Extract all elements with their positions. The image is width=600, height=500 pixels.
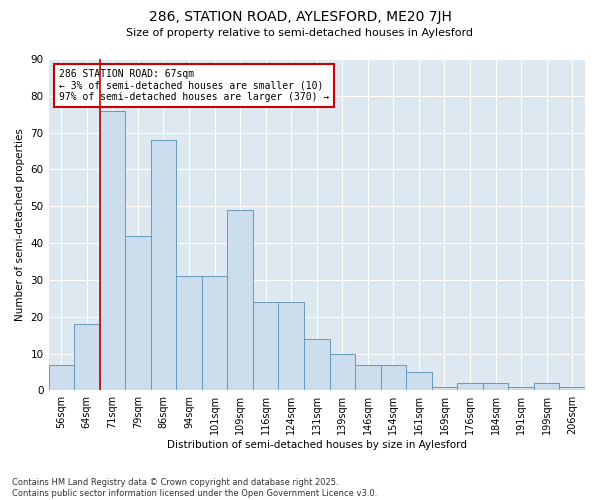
Bar	[49, 364, 74, 390]
Bar	[508, 386, 534, 390]
Bar	[304, 339, 329, 390]
Bar	[253, 302, 278, 390]
Bar	[151, 140, 176, 390]
Bar	[483, 383, 508, 390]
Bar	[176, 276, 202, 390]
Bar	[457, 383, 483, 390]
Bar	[227, 210, 253, 390]
Bar	[432, 386, 457, 390]
Bar	[278, 302, 304, 390]
Bar	[380, 364, 406, 390]
Bar	[202, 276, 227, 390]
Bar	[100, 110, 125, 390]
Text: 286, STATION ROAD, AYLESFORD, ME20 7JH: 286, STATION ROAD, AYLESFORD, ME20 7JH	[149, 10, 451, 24]
Bar	[125, 236, 151, 390]
Bar	[406, 372, 432, 390]
X-axis label: Distribution of semi-detached houses by size in Aylesford: Distribution of semi-detached houses by …	[167, 440, 467, 450]
Bar	[355, 364, 380, 390]
Text: Contains HM Land Registry data © Crown copyright and database right 2025.
Contai: Contains HM Land Registry data © Crown c…	[12, 478, 377, 498]
Bar	[559, 386, 585, 390]
Text: 286 STATION ROAD: 67sqm
← 3% of semi-detached houses are smaller (10)
97% of sem: 286 STATION ROAD: 67sqm ← 3% of semi-det…	[59, 69, 329, 102]
Bar	[534, 383, 559, 390]
Text: Size of property relative to semi-detached houses in Aylesford: Size of property relative to semi-detach…	[127, 28, 473, 38]
Y-axis label: Number of semi-detached properties: Number of semi-detached properties	[15, 128, 25, 321]
Bar	[329, 354, 355, 391]
Bar	[74, 324, 100, 390]
